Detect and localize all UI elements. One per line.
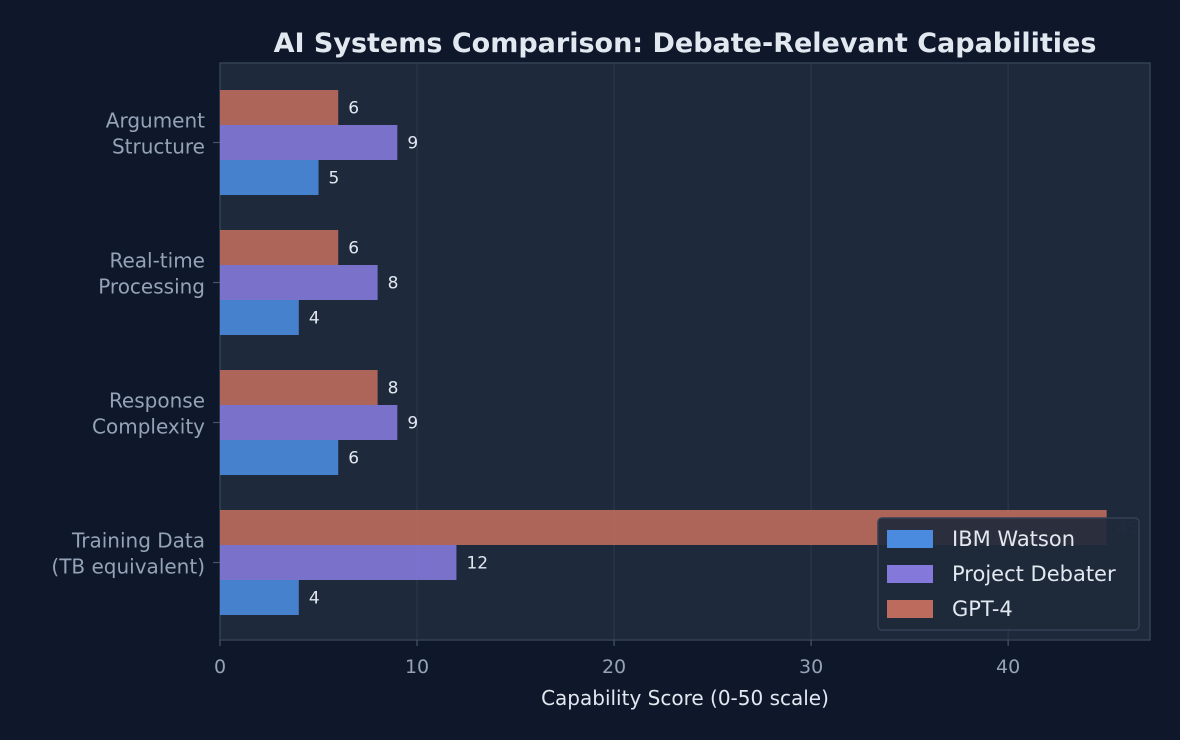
bar: [220, 90, 339, 125]
data-label: 5: [329, 169, 340, 189]
data-label: 4: [309, 589, 320, 609]
category-label: (TB equivalent): [51, 555, 205, 579]
legend: IBM Watson Project Debater GPT-4: [877, 517, 1140, 631]
bar: [220, 370, 378, 405]
category-label: Structure: [112, 135, 205, 159]
legend-swatch: [887, 530, 933, 548]
category-label: Training Data: [71, 529, 205, 553]
data-label: 12: [466, 554, 488, 574]
x-tick-label: 10: [405, 656, 429, 678]
bar: [220, 265, 378, 300]
x-tick-label: 40: [996, 656, 1020, 678]
data-label: 4: [309, 309, 320, 329]
category-label: Argument: [106, 109, 205, 133]
legend-label: IBM Watson: [952, 527, 1075, 551]
data-label: 8: [388, 379, 399, 399]
data-label: 6: [348, 239, 359, 259]
bar: [220, 405, 398, 440]
x-axis-label: Capability Score (0-50 scale): [541, 686, 829, 710]
data-label: 9: [407, 414, 418, 434]
category-label: Complexity: [92, 415, 205, 439]
data-label: 9: [407, 134, 418, 154]
x-tick-label: 20: [602, 656, 626, 678]
bar: [220, 440, 339, 475]
legend-label: Project Debater: [952, 562, 1116, 586]
chart-title: AI Systems Comparison: Debate-Relevant C…: [274, 28, 1097, 59]
x-tick-label: 30: [799, 656, 823, 678]
bar: [220, 545, 457, 580]
bar: [220, 580, 299, 615]
bar: [220, 125, 398, 160]
bar: [220, 160, 319, 195]
bar: [220, 230, 339, 265]
legend-swatch: [887, 600, 933, 618]
legend-frame: [877, 517, 1140, 631]
category-label: Response: [109, 389, 205, 413]
data-label: 6: [348, 99, 359, 119]
x-tick-label: 0: [214, 656, 226, 678]
x-axis: 0 10 20 30 40: [214, 640, 1020, 678]
legend-swatch: [887, 565, 933, 583]
category-label: Processing: [98, 275, 205, 299]
category-label: Real-time: [109, 249, 205, 273]
bars: 59648669841245: [220, 90, 1138, 615]
data-label: 8: [388, 274, 399, 294]
bar: [220, 300, 299, 335]
data-label: 6: [348, 449, 359, 469]
legend-label: GPT-4: [952, 597, 1013, 621]
